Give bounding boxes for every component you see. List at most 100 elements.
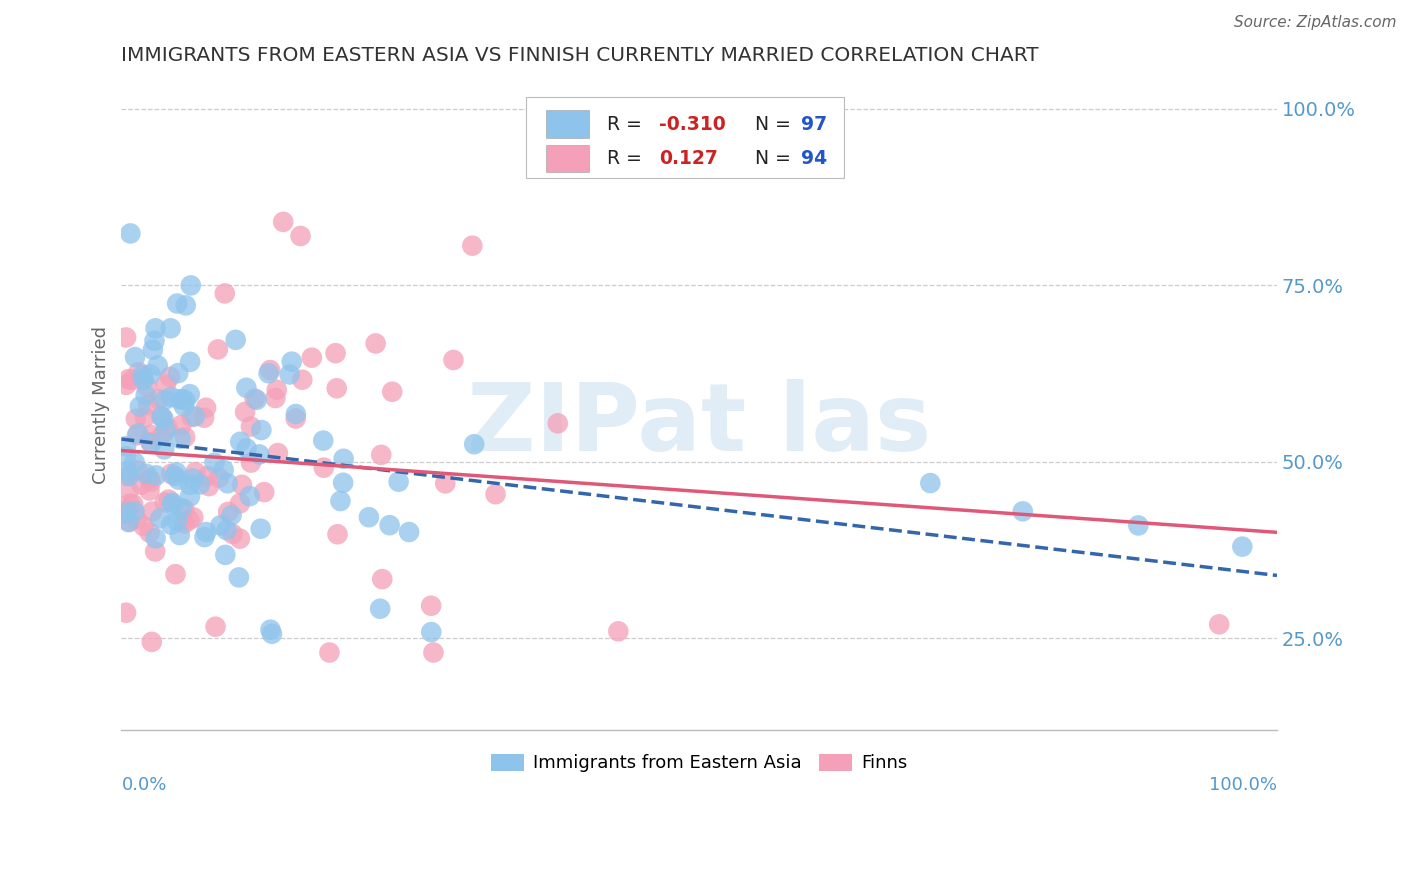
Point [329, 494, 352, 508]
Point [364, 336, 387, 351]
Point [443, 353, 465, 368]
Point [422, 646, 444, 660]
Point [138, 525, 160, 540]
Point [184, 465, 207, 479]
Point [208, 470, 231, 484]
Point [118, 515, 141, 529]
Text: -0.310: -0.310 [659, 114, 725, 134]
Point [117, 464, 139, 478]
Point [150, 409, 173, 424]
Text: 97: 97 [801, 114, 827, 134]
Point [207, 343, 229, 357]
Text: ZIPat las: ZIPat las [467, 379, 931, 471]
Point [209, 518, 232, 533]
Point [139, 428, 162, 442]
Point [179, 490, 201, 504]
Point [135, 388, 157, 402]
Point [155, 424, 177, 438]
Point [170, 501, 193, 516]
Point [1232, 540, 1254, 554]
Point [246, 392, 269, 407]
Point [146, 359, 169, 373]
Point [318, 646, 340, 660]
Point [173, 516, 195, 531]
Point [159, 321, 181, 335]
Point [398, 524, 420, 539]
Point [271, 215, 294, 229]
FancyBboxPatch shape [526, 97, 844, 178]
Point [153, 495, 176, 509]
Point [155, 377, 177, 392]
Point [179, 355, 201, 369]
Point [117, 515, 139, 529]
Point [125, 512, 148, 526]
Point [607, 624, 630, 639]
Point [197, 468, 219, 483]
Point [163, 469, 186, 483]
Point [117, 372, 139, 386]
Point [124, 350, 146, 364]
Point [120, 227, 142, 241]
Point [115, 377, 138, 392]
Point [156, 421, 179, 435]
Point [167, 392, 190, 407]
Point [180, 278, 202, 293]
Text: IMMIGRANTS FROM EASTERN ASIA VS FINNISH CURRENTLY MARRIED CORRELATION CHART: IMMIGRANTS FROM EASTERN ASIA VS FINNISH … [121, 46, 1039, 65]
Point [179, 387, 201, 401]
Point [284, 407, 307, 421]
Text: 94: 94 [801, 149, 827, 168]
Point [165, 465, 187, 479]
Point [257, 366, 280, 380]
Y-axis label: Currently Married: Currently Married [93, 326, 110, 484]
Point [172, 392, 194, 406]
Point [169, 528, 191, 542]
Point [260, 627, 283, 641]
Point [139, 475, 162, 489]
Point [381, 384, 404, 399]
Point [235, 381, 257, 395]
Point [217, 505, 239, 519]
Point [127, 426, 149, 441]
Point [115, 606, 138, 620]
Point [193, 530, 215, 544]
Point [290, 229, 312, 244]
Point [143, 544, 166, 558]
Point [249, 522, 271, 536]
Point [124, 504, 146, 518]
Text: Source: ZipAtlas.com: Source: ZipAtlas.com [1233, 15, 1396, 30]
Point [128, 365, 150, 379]
Point [326, 527, 349, 541]
Bar [546, 145, 589, 172]
Point [215, 523, 238, 537]
Point [115, 449, 138, 463]
Point [1128, 518, 1150, 533]
Point [378, 518, 401, 533]
Text: 100.0%: 100.0% [1209, 776, 1277, 794]
Point [388, 475, 411, 489]
Point [239, 489, 262, 503]
Point [150, 428, 173, 442]
Point [312, 434, 335, 448]
Point [264, 391, 287, 405]
Point [228, 570, 250, 584]
Point [153, 393, 176, 408]
Point [229, 434, 252, 449]
Point [169, 432, 191, 446]
Point [136, 398, 159, 412]
Point [370, 448, 392, 462]
Point [325, 346, 347, 360]
Point [131, 477, 153, 491]
Point [132, 519, 155, 533]
Point [188, 477, 211, 491]
Point [284, 411, 307, 425]
Point [128, 400, 150, 414]
Point [149, 511, 172, 525]
Point [291, 373, 314, 387]
Point [371, 572, 394, 586]
Point [179, 513, 201, 527]
Point [142, 343, 165, 357]
Point [115, 439, 138, 453]
Point [240, 456, 263, 470]
Point [179, 478, 201, 492]
Text: R =: R = [607, 149, 654, 168]
